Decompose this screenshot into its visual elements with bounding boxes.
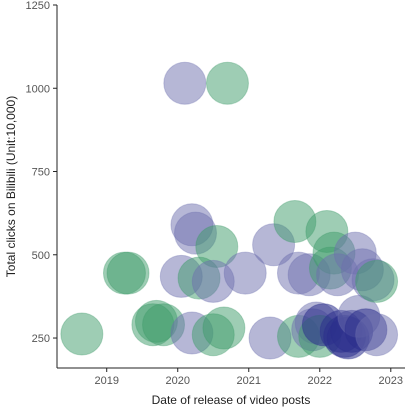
y-tick-label: 250 [32, 333, 50, 345]
ticks-layer: 250 500 750 1000 1250 2019 2020 2021 2022 2023 [26, 0, 404, 387]
scatter-point [106, 251, 150, 295]
scatter-point [163, 61, 207, 105]
scatter-point [355, 313, 399, 357]
scatter-point [355, 259, 399, 303]
x-tick-label: 2021 [237, 375, 261, 387]
points-layer [60, 61, 399, 360]
x-tick-label: 2019 [94, 375, 118, 387]
scatter-point [202, 306, 246, 350]
x-axis-title: Date of release of video posts [152, 393, 311, 407]
scatter-point [223, 251, 267, 295]
x-tick-label: 2023 [379, 375, 403, 387]
scatter-point [60, 312, 104, 356]
y-tick-label: 750 [32, 167, 50, 179]
y-tick-label: 500 [32, 250, 50, 262]
axes-layer [56, 5, 405, 369]
x-tick-label: 2022 [308, 375, 332, 387]
y-axis-title: Total clicks on Bilibili (Unit:10,000) [4, 96, 18, 277]
x-tick-label: 2020 [165, 375, 189, 387]
y-tick-label: 1000 [26, 83, 50, 95]
y-tick-label: 1250 [26, 0, 50, 12]
scatter-point [205, 61, 249, 105]
